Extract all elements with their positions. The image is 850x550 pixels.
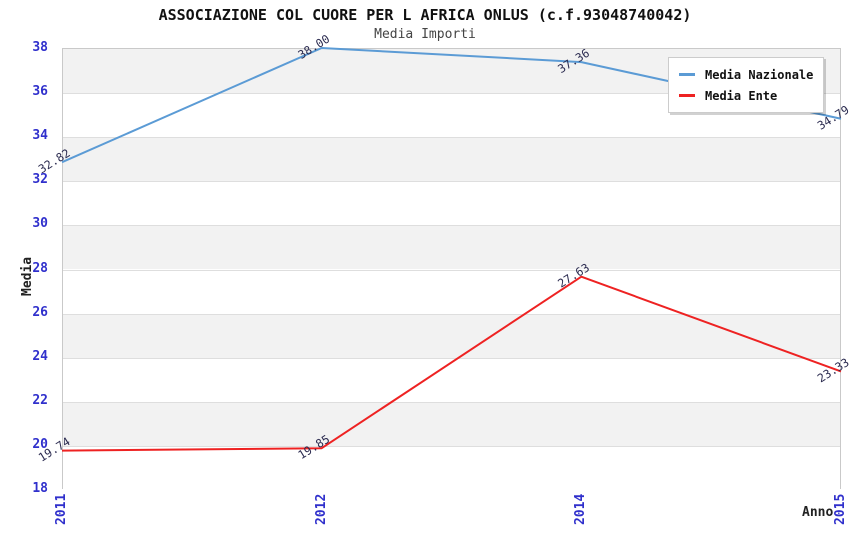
gridline — [63, 269, 840, 271]
y-tick-label: 32 — [32, 172, 48, 188]
gridline — [63, 225, 840, 227]
plot-band — [63, 357, 840, 402]
y-tick-label: 18 — [32, 481, 48, 496]
plot-band — [63, 137, 840, 182]
gridline — [63, 313, 840, 315]
x-tick-label: 2015 — [833, 493, 848, 525]
gridline — [63, 445, 840, 447]
plot-band — [63, 181, 840, 226]
y-tick-label: 30 — [32, 216, 48, 232]
x-tick-label: 2014 — [573, 493, 589, 525]
y-tick-label: 22 — [32, 392, 48, 408]
plot-band — [63, 269, 840, 314]
y-tick-label: 36 — [32, 84, 48, 100]
y-tick-label: 34 — [32, 128, 48, 144]
plot-band — [63, 401, 840, 446]
gridline — [63, 137, 840, 139]
gridline — [63, 181, 840, 183]
x-tick-label: 2012 — [313, 493, 329, 525]
legend-item: Media Nazionale — [679, 64, 813, 85]
legend: Media Nazionale Media Ente — [668, 57, 825, 113]
y-tick-label: 26 — [32, 304, 48, 320]
plot-band — [63, 225, 840, 270]
legend-line-marker — [679, 94, 695, 97]
y-tick-label: 28 — [32, 260, 48, 276]
gridline — [63, 357, 840, 359]
legend-label: Media Ente — [705, 88, 778, 103]
plot-band — [63, 445, 840, 490]
x-axis-title: Anno — [802, 505, 834, 520]
plot-band — [63, 313, 840, 358]
gridline — [63, 401, 840, 403]
legend-item: Media Ente — [679, 85, 813, 106]
chart-subtitle: Media Importi — [374, 27, 476, 42]
y-tick-label: 24 — [32, 348, 48, 364]
y-tick-label: 20 — [32, 436, 48, 452]
chart-title: ASSOCIAZIONE COL CUORE PER L AFRICA ONLU… — [158, 6, 692, 24]
legend-label: Media Nazionale — [705, 67, 814, 82]
y-axis-title: Media — [20, 256, 35, 296]
plot-area — [62, 48, 841, 490]
y-tick-label: 38 — [32, 40, 48, 55]
legend-line-marker — [679, 73, 695, 76]
x-tick-label: 2011 — [54, 493, 69, 525]
